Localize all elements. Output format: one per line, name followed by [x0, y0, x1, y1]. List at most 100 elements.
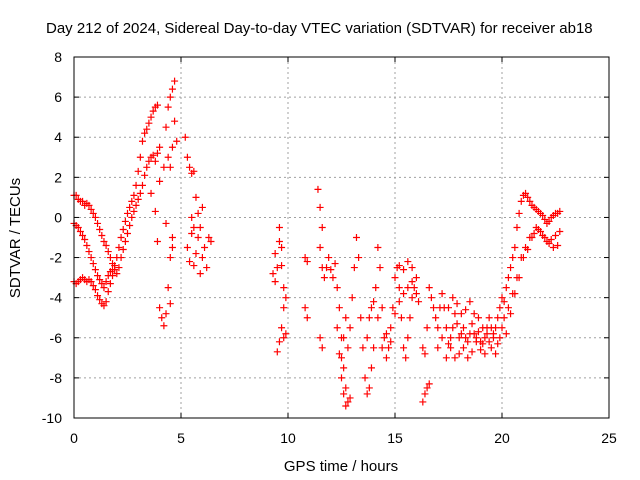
data-point	[367, 304, 375, 312]
data-point	[340, 334, 348, 342]
data-point	[162, 310, 170, 318]
data-point	[485, 314, 493, 322]
data-point	[91, 213, 99, 221]
data-point	[524, 193, 532, 201]
data-point	[365, 314, 373, 322]
data-point	[361, 374, 369, 382]
data-point	[438, 290, 446, 298]
data-point	[340, 390, 348, 398]
data-point	[126, 203, 134, 211]
data-point	[395, 298, 403, 306]
data-point	[489, 330, 497, 338]
data-point	[459, 324, 467, 332]
data-point	[365, 384, 373, 392]
data-point	[162, 219, 170, 227]
data-point	[100, 284, 108, 292]
data-point	[470, 310, 478, 318]
data-point	[134, 167, 142, 175]
data-point	[466, 298, 474, 306]
data-point	[552, 231, 559, 239]
data-point	[455, 350, 463, 358]
data-point	[113, 254, 121, 262]
data-point	[323, 264, 331, 272]
data-point	[374, 314, 382, 322]
data-point	[338, 354, 345, 362]
y-tick-label: 8	[54, 49, 62, 65]
y-tick-label: -2	[50, 250, 63, 266]
data-point	[164, 153, 172, 161]
data-point	[427, 294, 435, 302]
data-point	[192, 193, 200, 201]
data-point	[104, 288, 112, 296]
data-point	[357, 314, 365, 322]
data-point	[556, 227, 564, 235]
plot-frame	[73, 56, 610, 419]
data-point	[350, 264, 358, 272]
data-point	[382, 354, 390, 362]
data-point	[457, 310, 465, 318]
data-point	[273, 264, 281, 272]
data-point	[342, 402, 350, 410]
data-point	[156, 304, 164, 312]
data-point	[423, 384, 431, 392]
data-point	[359, 344, 367, 352]
data-point	[164, 103, 172, 111]
data-point	[511, 244, 519, 252]
y-tick-label: -10	[42, 410, 62, 426]
data-point	[462, 334, 470, 342]
data-point	[442, 324, 450, 332]
data-point	[370, 298, 378, 306]
data-point	[502, 284, 510, 292]
data-point	[275, 223, 283, 231]
data-point	[136, 189, 144, 197]
data-point	[160, 322, 168, 330]
data-point	[457, 330, 465, 338]
data-point	[192, 250, 200, 258]
data-point	[275, 238, 283, 246]
data-point	[346, 394, 354, 402]
data-point	[141, 171, 149, 179]
data-point	[380, 334, 388, 342]
data-point	[376, 264, 384, 272]
data-point	[415, 298, 423, 306]
data-point	[96, 276, 104, 284]
y-tick-label: 6	[54, 89, 62, 105]
data-point	[545, 217, 553, 225]
data-point	[181, 133, 189, 141]
data-point	[280, 334, 288, 342]
data-point	[402, 354, 410, 362]
data-point	[168, 143, 176, 151]
data-point	[166, 93, 174, 101]
data-point	[340, 364, 348, 372]
data-point	[487, 344, 495, 352]
data-point	[278, 244, 286, 252]
data-point	[541, 234, 549, 241]
data-point	[109, 266, 117, 274]
x-tick-label: 10	[280, 430, 296, 446]
data-point	[87, 205, 95, 213]
data-point	[89, 209, 97, 217]
data-point	[498, 324, 506, 332]
data-point	[79, 231, 87, 239]
data-point	[91, 266, 99, 274]
data-point	[404, 334, 412, 342]
data-point	[528, 234, 536, 241]
data-point	[395, 262, 403, 270]
data-point	[329, 274, 337, 282]
data-point	[511, 290, 519, 298]
data-point	[96, 296, 104, 304]
data-point	[282, 294, 290, 302]
data-point	[136, 153, 144, 161]
data-point	[104, 248, 112, 256]
chart-title: Day 212 of 2024, Sidereal Day-to-day VTE…	[46, 20, 593, 37]
data-point	[335, 304, 343, 312]
data-point	[344, 344, 352, 352]
data-point	[338, 374, 345, 382]
y-tick-label: 0	[54, 209, 62, 225]
data-point	[348, 294, 356, 302]
data-point	[106, 280, 114, 288]
y-tick-label: 2	[54, 169, 62, 185]
data-point	[391, 310, 399, 318]
data-point	[412, 290, 420, 298]
data-point	[470, 330, 478, 338]
